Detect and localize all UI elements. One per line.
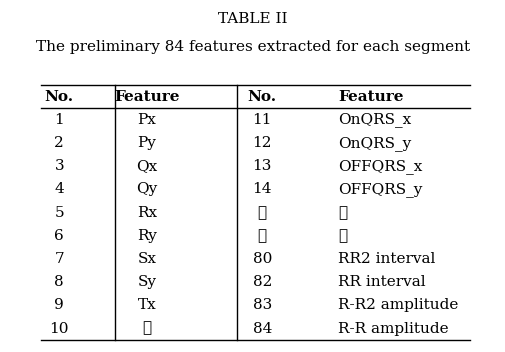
Text: RR2 interval: RR2 interval <box>338 252 435 266</box>
Text: 2: 2 <box>55 136 64 150</box>
Text: 5: 5 <box>55 206 64 220</box>
Text: 83: 83 <box>252 298 271 312</box>
Text: Feature: Feature <box>338 90 403 104</box>
Text: 11: 11 <box>252 113 271 127</box>
Text: OFFQRS_y: OFFQRS_y <box>338 182 422 197</box>
Text: Tx: Tx <box>137 298 156 312</box>
Text: 13: 13 <box>252 159 271 173</box>
Text: Qx: Qx <box>136 159 157 173</box>
Text: RR interval: RR interval <box>338 275 425 289</box>
Text: ⋯: ⋯ <box>338 206 347 220</box>
Text: 82: 82 <box>252 275 271 289</box>
Text: R-R amplitude: R-R amplitude <box>338 321 448 335</box>
Text: 9: 9 <box>55 298 64 312</box>
Text: Rx: Rx <box>136 206 157 220</box>
Text: ⋯: ⋯ <box>338 229 347 243</box>
Text: 80: 80 <box>252 252 271 266</box>
Text: Ry: Ry <box>137 229 157 243</box>
Text: 8: 8 <box>55 275 64 289</box>
Text: OFFQRS_x: OFFQRS_x <box>338 159 422 174</box>
Text: No.: No. <box>247 90 276 104</box>
Text: Sy: Sy <box>137 275 156 289</box>
Text: TABLE II: TABLE II <box>218 12 287 26</box>
Text: Px: Px <box>137 113 156 127</box>
Text: 14: 14 <box>252 182 271 196</box>
Text: 4: 4 <box>55 182 64 196</box>
Text: Qy: Qy <box>136 182 157 196</box>
Text: ⋯: ⋯ <box>142 321 151 335</box>
Text: OnQRS_y: OnQRS_y <box>338 136 411 151</box>
Text: 84: 84 <box>252 321 271 335</box>
Text: OnQRS_x: OnQRS_x <box>338 113 411 127</box>
Text: ⋯: ⋯ <box>257 229 266 243</box>
Text: No.: No. <box>44 90 74 104</box>
Text: 6: 6 <box>55 229 64 243</box>
Text: The preliminary 84 features extracted for each segment: The preliminary 84 features extracted fo… <box>36 40 469 54</box>
Text: 3: 3 <box>55 159 64 173</box>
Text: 10: 10 <box>49 321 69 335</box>
Text: 12: 12 <box>252 136 271 150</box>
Text: R-R2 amplitude: R-R2 amplitude <box>338 298 458 312</box>
Text: 1: 1 <box>55 113 64 127</box>
Text: Sx: Sx <box>137 252 156 266</box>
Text: Feature: Feature <box>114 90 179 104</box>
Text: 7: 7 <box>55 252 64 266</box>
Text: ⋯: ⋯ <box>257 206 266 220</box>
Text: Py: Py <box>137 136 156 150</box>
